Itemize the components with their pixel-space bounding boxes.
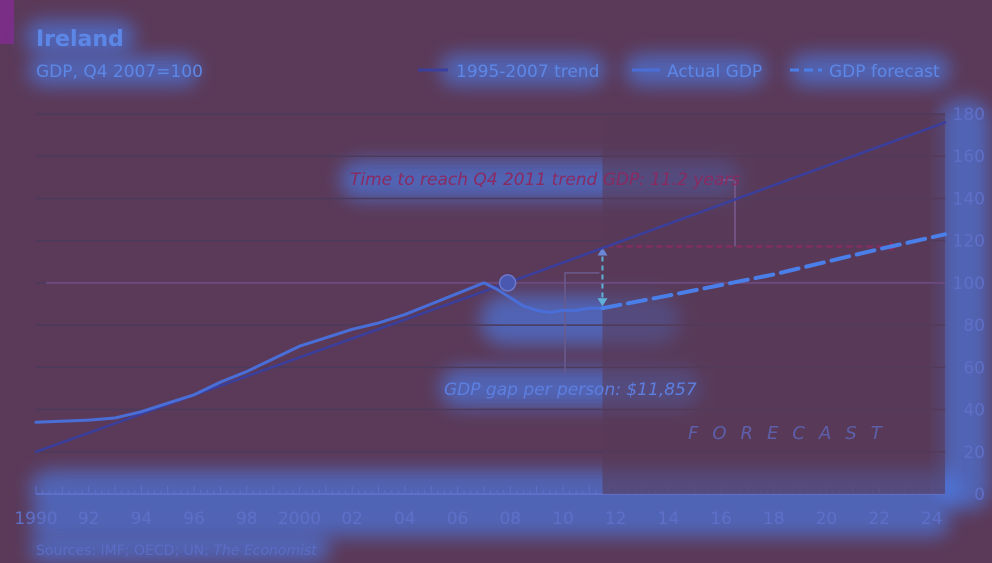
y-tick-labels: 0 20 40 60 80 100 120 140 160 180 [953,105,985,505]
x-tick-label-20: 20 [816,509,838,529]
y-tick-label-180: 180 [953,105,985,125]
trend-time-leader [720,179,736,247]
y-tick-label-20: 20 [963,443,985,463]
annotation-forecast: FORECAST [688,423,896,444]
x-tick-label-16: 16 [710,509,732,529]
annotation-lines [46,114,945,494]
source-prefix: Sources: IMF; OECD; UN; [36,543,213,559]
gdp-gap-arrowhead [597,298,608,307]
y-tick-label-0: 0 [974,485,985,505]
y-tick-label-160: 160 [953,147,985,167]
q4-2007-marker [498,274,517,292]
y-tick-label-140: 140 [953,189,985,209]
series-line-actual-gdp [34,281,604,424]
x-tick-label-96: 96 [183,509,205,529]
legend: 1995-2007 trend Actual GDP GDP forecast [418,62,940,82]
x-tick-label-02: 02 [341,509,363,529]
brand-accent-tab [0,0,14,44]
x-tick-label-2000: 2000 [278,509,321,529]
x-tick-label-22: 22 [868,509,890,529]
x-tick-label-14: 14 [658,509,680,529]
chart-subtitle: GDP, Q4 2007=100 [36,62,203,82]
x-tick-label-94: 94 [131,509,153,529]
annotation-trend-time: Time to reach Q4 2011 trend GDP: 11.2 ye… [350,170,740,190]
x-tick-label-98: 98 [236,509,258,529]
x-tick-label-92: 92 [78,509,100,529]
legend-label-trend: 1995-2007 trend [456,62,599,82]
x-tick-label-24: 24 [921,509,943,529]
gdp-gap-leader [564,272,600,372]
series-lines [34,121,947,454]
x-tick-label-18: 18 [763,509,785,529]
forecast-region [602,114,945,494]
x-tick-label-12: 12 [605,509,627,529]
y-tick-label-60: 60 [963,358,985,378]
x-tick-label-06: 06 [447,509,469,529]
x-tick-label-1990: 1990 [14,509,57,529]
y-tick-label-40: 40 [963,401,985,421]
source-italic: The Economist [213,543,317,559]
x-tick-label-04: 04 [394,509,416,529]
source-note: Sources: IMF; OECD; UN; The Economist [36,543,317,559]
series-line-gdp-forecast [600,232,947,311]
trend-time-start-marker [597,247,608,256]
legend-label-actual: Actual GDP [667,62,762,82]
x-tick-label-08: 08 [499,509,521,529]
y-tick-label-100: 100 [953,274,985,294]
y-tick-label-80: 80 [963,316,985,336]
annotation-gdp-gap: GDP gap per person: $11,857 [444,380,697,400]
legend-label-forecast: GDP forecast [829,62,940,82]
chart-title: Ireland [36,27,124,52]
x-tick-label-10: 10 [552,509,574,529]
y-tick-label-120: 120 [953,232,985,252]
